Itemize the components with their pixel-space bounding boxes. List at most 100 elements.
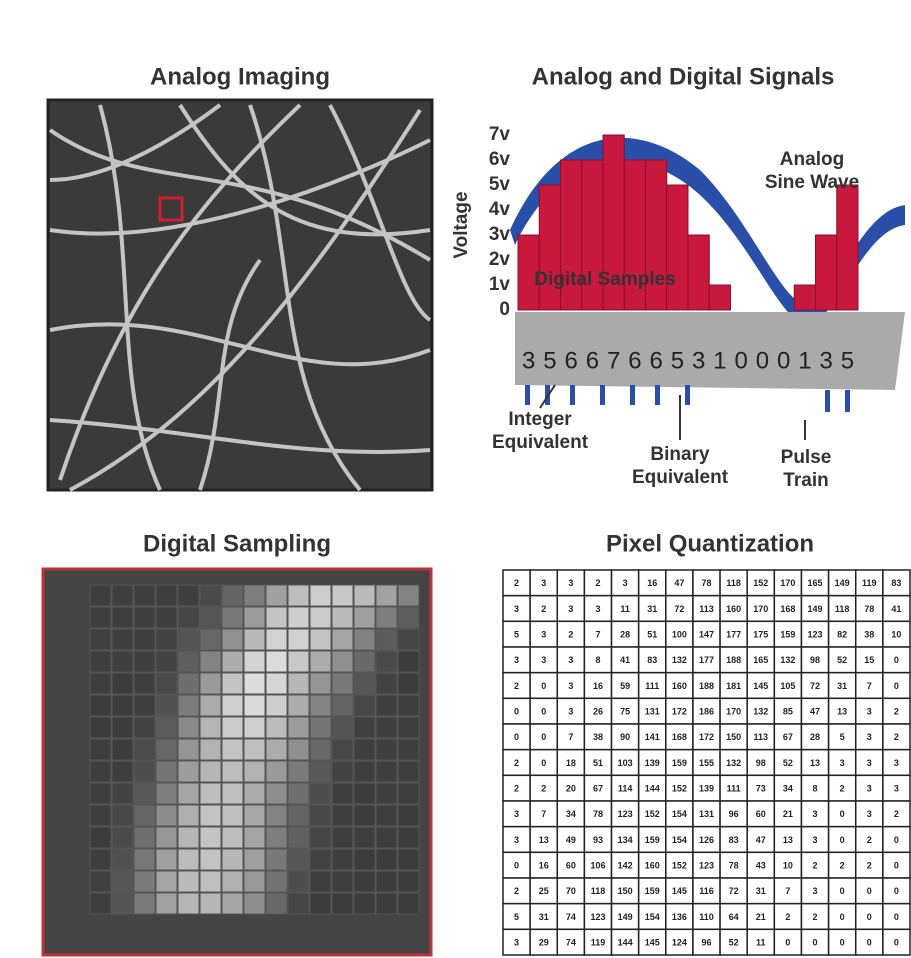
- pixel-value: 123: [618, 809, 633, 819]
- pixel-value: 0: [541, 758, 546, 768]
- sample-cell: [376, 695, 397, 716]
- sample-cell: [134, 717, 155, 738]
- sample-cell: [156, 739, 177, 760]
- sample-cell: [178, 651, 199, 672]
- sample-cell: [222, 651, 243, 672]
- sample-cell: [288, 805, 309, 826]
- sample-cell: [244, 651, 265, 672]
- pixel-value: 3: [813, 835, 818, 845]
- sample-cell: [398, 827, 419, 848]
- sample-bar: [816, 235, 837, 310]
- sample-cell: [332, 849, 353, 870]
- integer-label: Equivalent: [492, 432, 589, 453]
- sample-cell: [244, 871, 265, 892]
- sample-cell: [310, 695, 331, 716]
- pixel-value: 64: [729, 912, 739, 922]
- pixel-value: 0: [514, 861, 519, 871]
- pixel-value: 0: [785, 938, 790, 948]
- sample-cell: [398, 717, 419, 738]
- pixel-value: 2: [514, 758, 519, 768]
- pixel-value: 16: [647, 578, 657, 588]
- sample-cell: [398, 871, 419, 892]
- pixel-value: 181: [726, 681, 741, 691]
- sample-cell: [288, 717, 309, 738]
- sample-cell: [244, 673, 265, 694]
- pixel-value: 116: [699, 886, 714, 896]
- pixel-value: 38: [593, 732, 603, 742]
- pixel-value: 3: [514, 655, 519, 665]
- pixel-value: 72: [729, 886, 739, 896]
- pixel-value: 2: [568, 630, 573, 640]
- pixel-value: 31: [647, 604, 657, 614]
- pixel-value: 73: [756, 784, 766, 794]
- pixel-value: 172: [699, 732, 714, 742]
- sample-cell: [90, 871, 111, 892]
- sample-bar: [709, 285, 730, 310]
- pixel-value: 2: [514, 886, 519, 896]
- sample-cell: [112, 849, 133, 870]
- sample-cell: [398, 893, 419, 914]
- pixel-value: 13: [539, 835, 549, 845]
- sample-cell: [354, 585, 375, 606]
- sample-bar: [837, 185, 858, 310]
- sample-cell: [134, 761, 155, 782]
- sample-cell: [376, 893, 397, 914]
- integer-label: Integer: [508, 409, 572, 430]
- sample-cell: [266, 849, 287, 870]
- sample-cell: [178, 717, 199, 738]
- pixel-value: 72: [810, 681, 820, 691]
- pixel-value: 113: [754, 732, 769, 742]
- sample-cell: [90, 607, 111, 628]
- sample-cell: [156, 761, 177, 782]
- sample-cell: [398, 585, 419, 606]
- pixel-value: 16: [593, 681, 603, 691]
- sample-cell: [134, 893, 155, 914]
- sample-cell: [200, 827, 221, 848]
- sample-cell: [398, 673, 419, 694]
- integer-digit: 5: [543, 347, 556, 374]
- sample-cell: [156, 805, 177, 826]
- pixel-value: 28: [620, 630, 630, 640]
- sample-cell: [178, 761, 199, 782]
- pixel-value: 98: [756, 758, 766, 768]
- integer-digit: 5: [671, 347, 684, 374]
- pixel-value: 152: [672, 861, 687, 871]
- pixel-value: 159: [645, 835, 660, 845]
- pixel-value: 177: [699, 655, 714, 665]
- pixel-value: 0: [867, 938, 872, 948]
- pixel-value: 0: [813, 938, 818, 948]
- pixel-value: 145: [672, 886, 687, 896]
- pixel-value: 105: [780, 681, 795, 691]
- pixel-value: 152: [753, 578, 768, 588]
- pixel-value: 0: [894, 655, 899, 665]
- pixel-value: 3: [514, 809, 519, 819]
- pixel-value: 25: [539, 886, 549, 896]
- pixel-value: 3: [595, 604, 600, 614]
- pixel-value: 43: [756, 861, 766, 871]
- pixel-value: 150: [726, 732, 741, 742]
- pixel-value: 2: [813, 912, 818, 922]
- sample-cell: [288, 893, 309, 914]
- sample-cell: [156, 651, 177, 672]
- pixel-value: 52: [729, 938, 739, 948]
- pixel-value: 52: [837, 655, 847, 665]
- sample-cell: [134, 629, 155, 650]
- sample-cell: [112, 585, 133, 606]
- sample-cell: [156, 827, 177, 848]
- pixel-value: 0: [894, 938, 899, 948]
- sample-cell: [90, 805, 111, 826]
- pixel-value: 3: [623, 578, 628, 588]
- voltage-tick: 3v: [489, 224, 511, 245]
- pixel-value: 149: [808, 604, 823, 614]
- sample-cell: [354, 629, 375, 650]
- sample-cell: [112, 607, 133, 628]
- pixel-value: 118: [591, 886, 606, 896]
- voltage-tick: 4v: [489, 199, 511, 220]
- pulse-label: Pulse: [781, 447, 832, 468]
- sample-cell: [200, 849, 221, 870]
- sample-cell: [112, 629, 133, 650]
- pixel-value: 7: [867, 681, 872, 691]
- sample-cell: [244, 585, 265, 606]
- pixel-value: 123: [808, 630, 823, 640]
- binary-label: Equivalent: [632, 467, 729, 488]
